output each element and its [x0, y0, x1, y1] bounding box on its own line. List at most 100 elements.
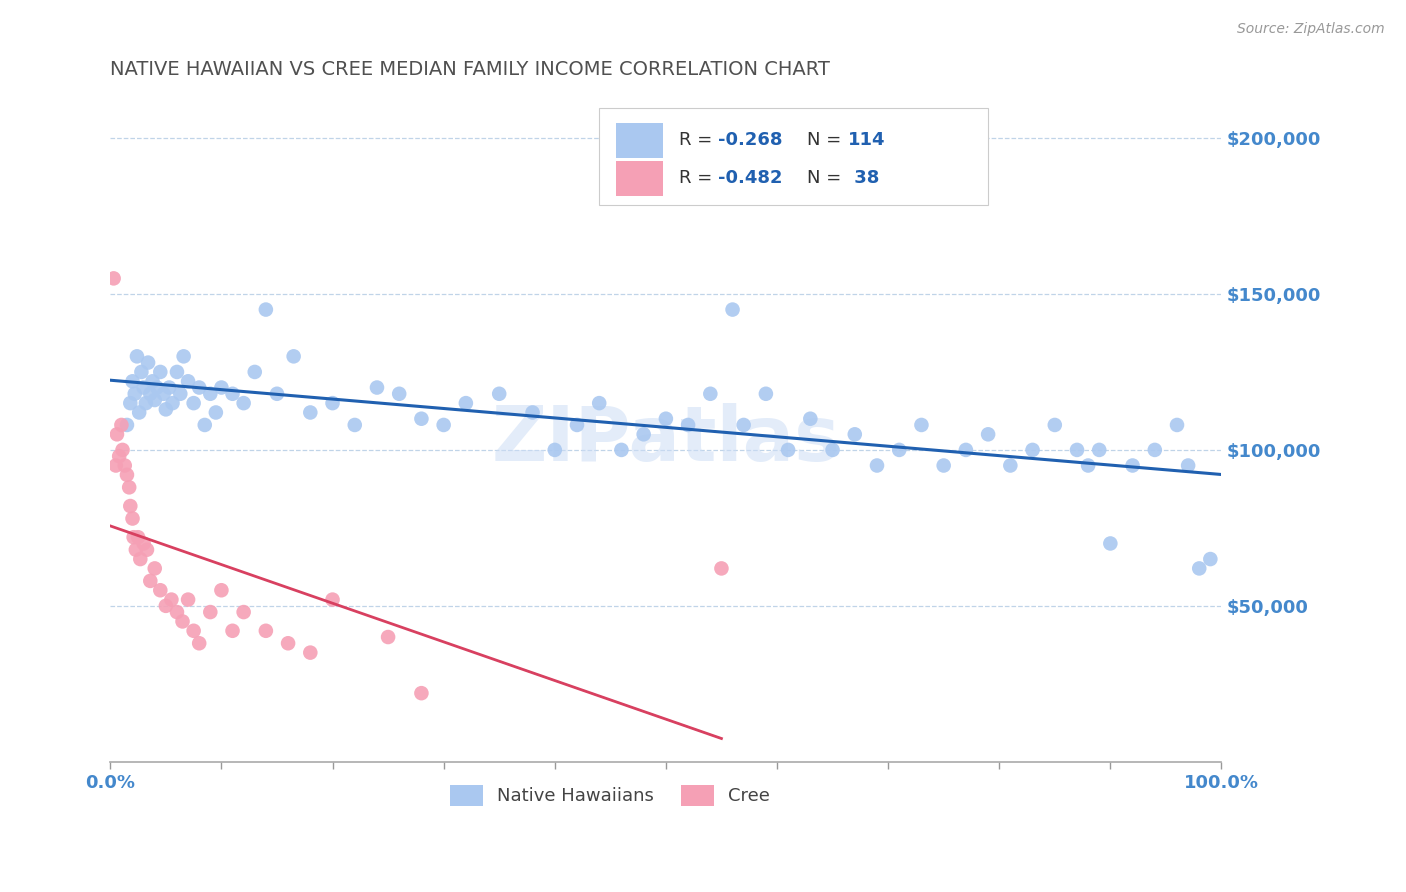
Point: [125, 349, 148, 363]
Point: [209, 583, 232, 598]
Point: [844, 427, 866, 442]
Point: [118, 480, 141, 494]
Point: [183, 396, 205, 410]
Point: [277, 636, 299, 650]
Point: [1043, 417, 1066, 432]
Point: [1166, 417, 1188, 432]
Point: [1122, 458, 1144, 473]
Point: [889, 442, 911, 457]
Text: N =: N =: [807, 169, 846, 187]
Point: [588, 396, 610, 410]
Text: 114: 114: [848, 131, 886, 149]
Point: [131, 365, 153, 379]
Point: [910, 417, 932, 432]
Point: [121, 511, 143, 525]
Point: [177, 592, 200, 607]
Text: NATIVE HAWAIIAN VS CREE MEDIAN FAMILY INCOME CORRELATION CHART: NATIVE HAWAIIAN VS CREE MEDIAN FAMILY IN…: [110, 60, 830, 78]
Text: R =: R =: [679, 169, 718, 187]
Point: [676, 417, 699, 432]
Point: [132, 536, 155, 550]
Point: [1077, 458, 1099, 473]
Point: [103, 271, 125, 285]
Text: -0.482: -0.482: [718, 169, 783, 187]
Point: [610, 442, 633, 457]
Text: R =: R =: [679, 131, 718, 149]
Point: [866, 458, 889, 473]
Point: [124, 386, 146, 401]
Point: [699, 386, 721, 401]
Point: [139, 386, 162, 401]
Point: [488, 386, 510, 401]
Point: [105, 427, 128, 442]
Point: [1143, 442, 1166, 457]
Point: [143, 392, 166, 407]
Point: [1177, 458, 1199, 473]
Point: [565, 417, 588, 432]
Point: [1088, 442, 1111, 457]
Point: [200, 386, 222, 401]
Point: [122, 530, 145, 544]
Point: [157, 380, 180, 394]
Point: [254, 302, 277, 317]
Point: [821, 442, 844, 457]
Point: [127, 530, 149, 544]
Point: [932, 458, 955, 473]
Text: Source: ZipAtlas.com: Source: ZipAtlas.com: [1237, 22, 1385, 37]
Point: [110, 417, 132, 432]
Point: [115, 467, 138, 482]
Point: [136, 355, 159, 369]
Point: [299, 405, 322, 419]
Point: [143, 561, 166, 575]
Point: [162, 396, 184, 410]
Point: [194, 417, 217, 432]
Point: [205, 405, 228, 419]
Text: ZIPatlas: ZIPatlas: [492, 403, 841, 477]
Point: [411, 686, 433, 700]
Point: [115, 417, 138, 432]
Point: [188, 380, 211, 394]
Point: [710, 561, 733, 575]
Point: [232, 396, 254, 410]
Point: [955, 442, 977, 457]
Point: [322, 592, 344, 607]
Text: -0.268: -0.268: [718, 131, 783, 149]
Point: [977, 427, 1000, 442]
Point: [128, 405, 150, 419]
Point: [1099, 536, 1122, 550]
Point: [1066, 442, 1088, 457]
Point: [221, 386, 243, 401]
Point: [135, 396, 157, 410]
Point: [755, 386, 778, 401]
Point: [155, 599, 177, 613]
Point: [778, 442, 800, 457]
Point: [149, 365, 172, 379]
Point: [454, 396, 477, 410]
Point: [232, 605, 254, 619]
Point: [254, 624, 277, 638]
Legend: Native Hawaiians, Cree: Native Hawaiians, Cree: [443, 778, 778, 814]
Point: [1021, 442, 1043, 457]
Point: [166, 605, 188, 619]
Point: [111, 442, 134, 457]
Point: [104, 458, 127, 473]
Point: [366, 380, 388, 394]
Point: [266, 386, 288, 401]
Point: [411, 411, 433, 425]
Point: [633, 427, 655, 442]
Point: [322, 396, 344, 410]
Point: [125, 542, 148, 557]
Point: [108, 449, 131, 463]
Point: [283, 349, 305, 363]
Point: [173, 349, 195, 363]
Point: [799, 411, 821, 425]
Point: [655, 411, 678, 425]
FancyBboxPatch shape: [616, 161, 662, 196]
Point: [200, 605, 222, 619]
FancyBboxPatch shape: [599, 108, 988, 205]
Point: [132, 380, 155, 394]
FancyBboxPatch shape: [616, 123, 662, 158]
Point: [114, 458, 136, 473]
Point: [160, 592, 183, 607]
Text: N =: N =: [807, 131, 846, 149]
Point: [522, 405, 544, 419]
